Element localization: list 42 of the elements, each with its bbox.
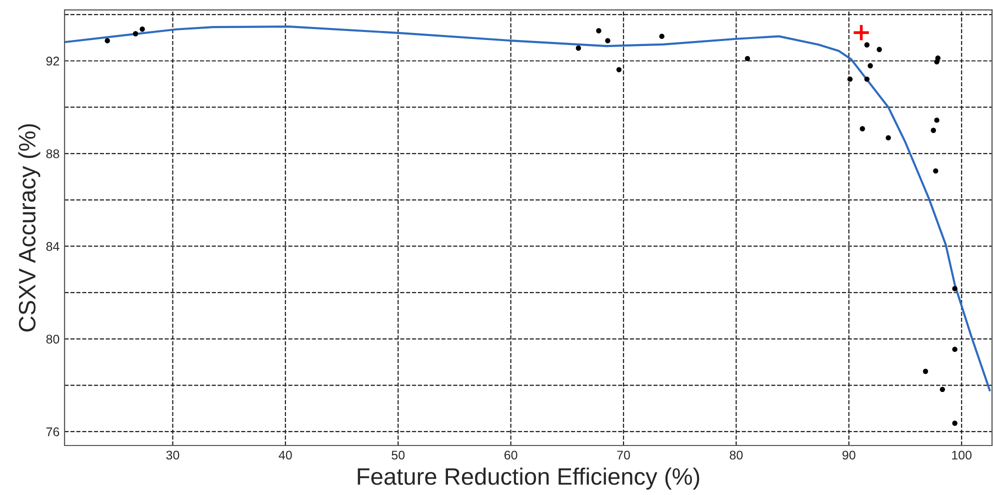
line-series [64, 26, 991, 392]
point [864, 76, 870, 82]
x-tick-label: 80 [730, 450, 743, 460]
y-axis-title: CSXV Accuracy (%) [18, 124, 40, 332]
point [933, 168, 938, 174]
x-tick-label: 50 [392, 450, 405, 460]
point [868, 63, 873, 68]
y-tick-label: 92 [46, 56, 60, 66]
point [659, 34, 664, 39]
point [886, 135, 891, 140]
x-tick-label: 90 [842, 450, 856, 460]
point [952, 420, 958, 426]
x-tick-label: 40 [278, 450, 292, 460]
point [616, 67, 622, 72]
x-axis-title: Feature Reduction Efficiency (%) [358, 468, 700, 490]
point [940, 386, 946, 392]
point [744, 56, 750, 62]
point [852, 24, 870, 42]
point [952, 286, 958, 292]
x-tick-label: 30 [166, 450, 180, 460]
point [132, 31, 138, 36]
point [860, 126, 866, 132]
y-tick-label: 76 [46, 427, 60, 436]
point [934, 118, 940, 123]
point [847, 76, 853, 82]
point [605, 38, 610, 44]
point [576, 46, 582, 51]
point [596, 28, 602, 34]
point [952, 346, 958, 352]
point [140, 26, 145, 32]
point [930, 128, 936, 133]
x-tick-label: 60 [504, 450, 518, 460]
point [934, 59, 940, 64]
point [876, 46, 882, 52]
point [922, 368, 928, 374]
y-tick-label: 88 [46, 149, 60, 158]
point [104, 38, 110, 44]
y-tick-label: 80 [46, 334, 60, 344]
y-tick-label: 84 [46, 242, 60, 251]
x-tick-label: 70 [617, 450, 630, 460]
point [864, 42, 870, 48]
x-tick-label: 100 [952, 450, 972, 460]
